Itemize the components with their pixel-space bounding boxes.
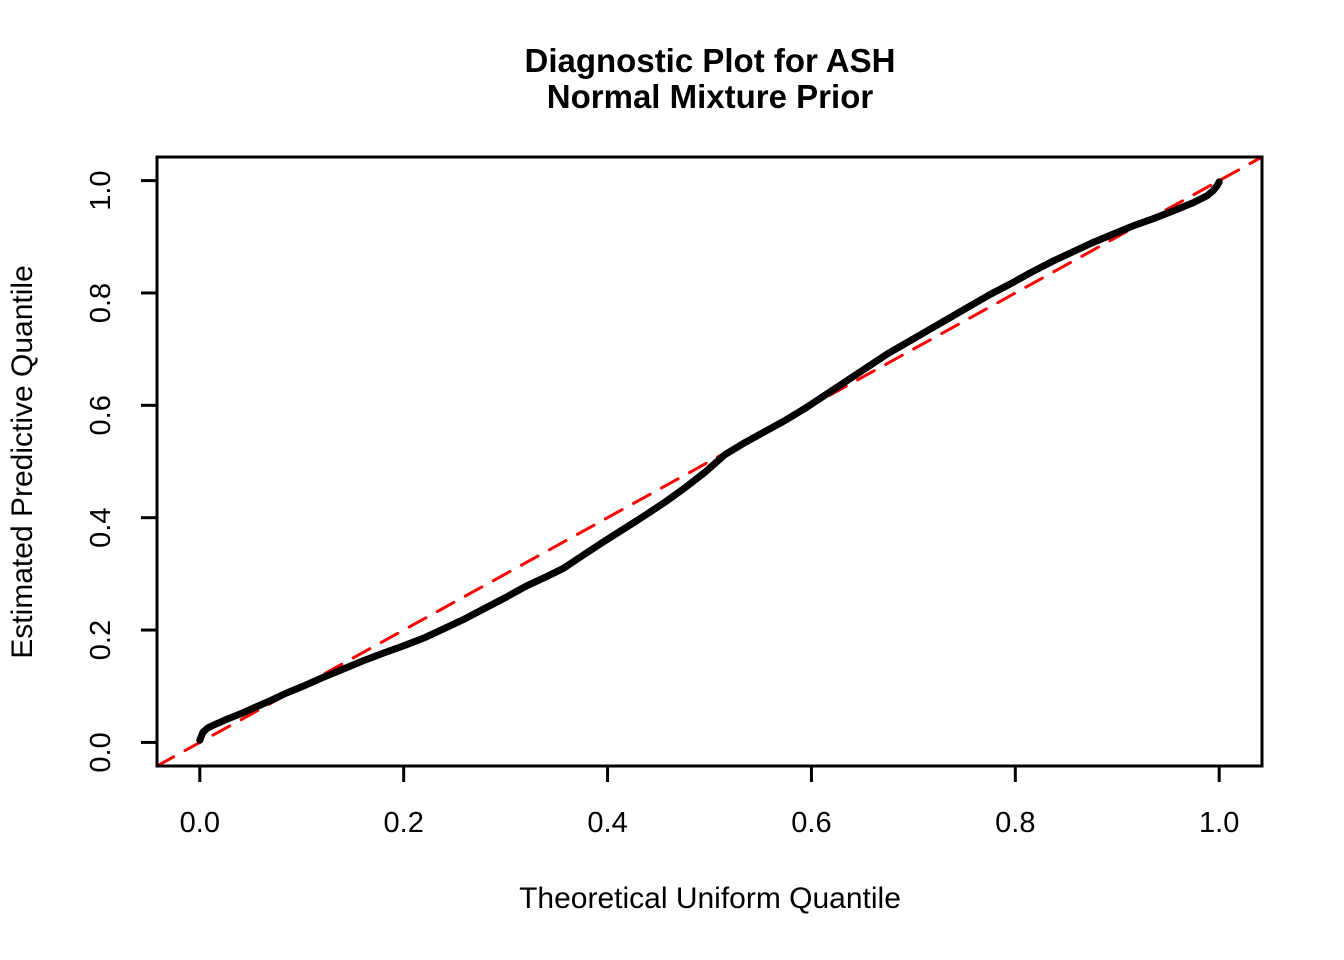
x-tick-label: 0.2 — [384, 807, 424, 839]
y-tick-label: 0.4 — [85, 508, 117, 548]
chart-title-line1: Diagnostic Plot for ASH — [525, 42, 896, 79]
y-axis-label: Estimated Predictive Quantile — [6, 265, 39, 659]
data-series-layer — [155, 155, 1264, 768]
y-tick-label: 1.0 — [85, 170, 117, 210]
x-tick-label: 1.0 — [1199, 807, 1239, 839]
y-tick-label: 0.8 — [85, 283, 117, 323]
x-tick-label: 0.6 — [791, 807, 831, 839]
plot-border-box — [155, 155, 1264, 768]
y-axis-ticks: 0.0 0.2 0.4 0.6 0.8 1.0 — [85, 170, 157, 773]
qq-curve — [196, 178, 1223, 744]
y-tick-label: 0.6 — [85, 395, 117, 435]
x-axis-label: Theoretical Uniform Quantile — [519, 882, 901, 915]
x-tick-label: 0.0 — [180, 807, 220, 839]
x-axis-ticks: 0.0 0.2 0.4 0.6 0.8 1.0 — [180, 766, 1239, 839]
y-tick-label: 0.2 — [85, 620, 117, 660]
x-tick-label: 0.8 — [995, 807, 1035, 839]
chart-title-line2: Normal Mixture Prior — [547, 78, 874, 115]
reference-diagonal-line — [155, 155, 1264, 768]
y-tick-label: 0.0 — [85, 732, 117, 772]
x-tick-label: 0.4 — [587, 807, 627, 839]
